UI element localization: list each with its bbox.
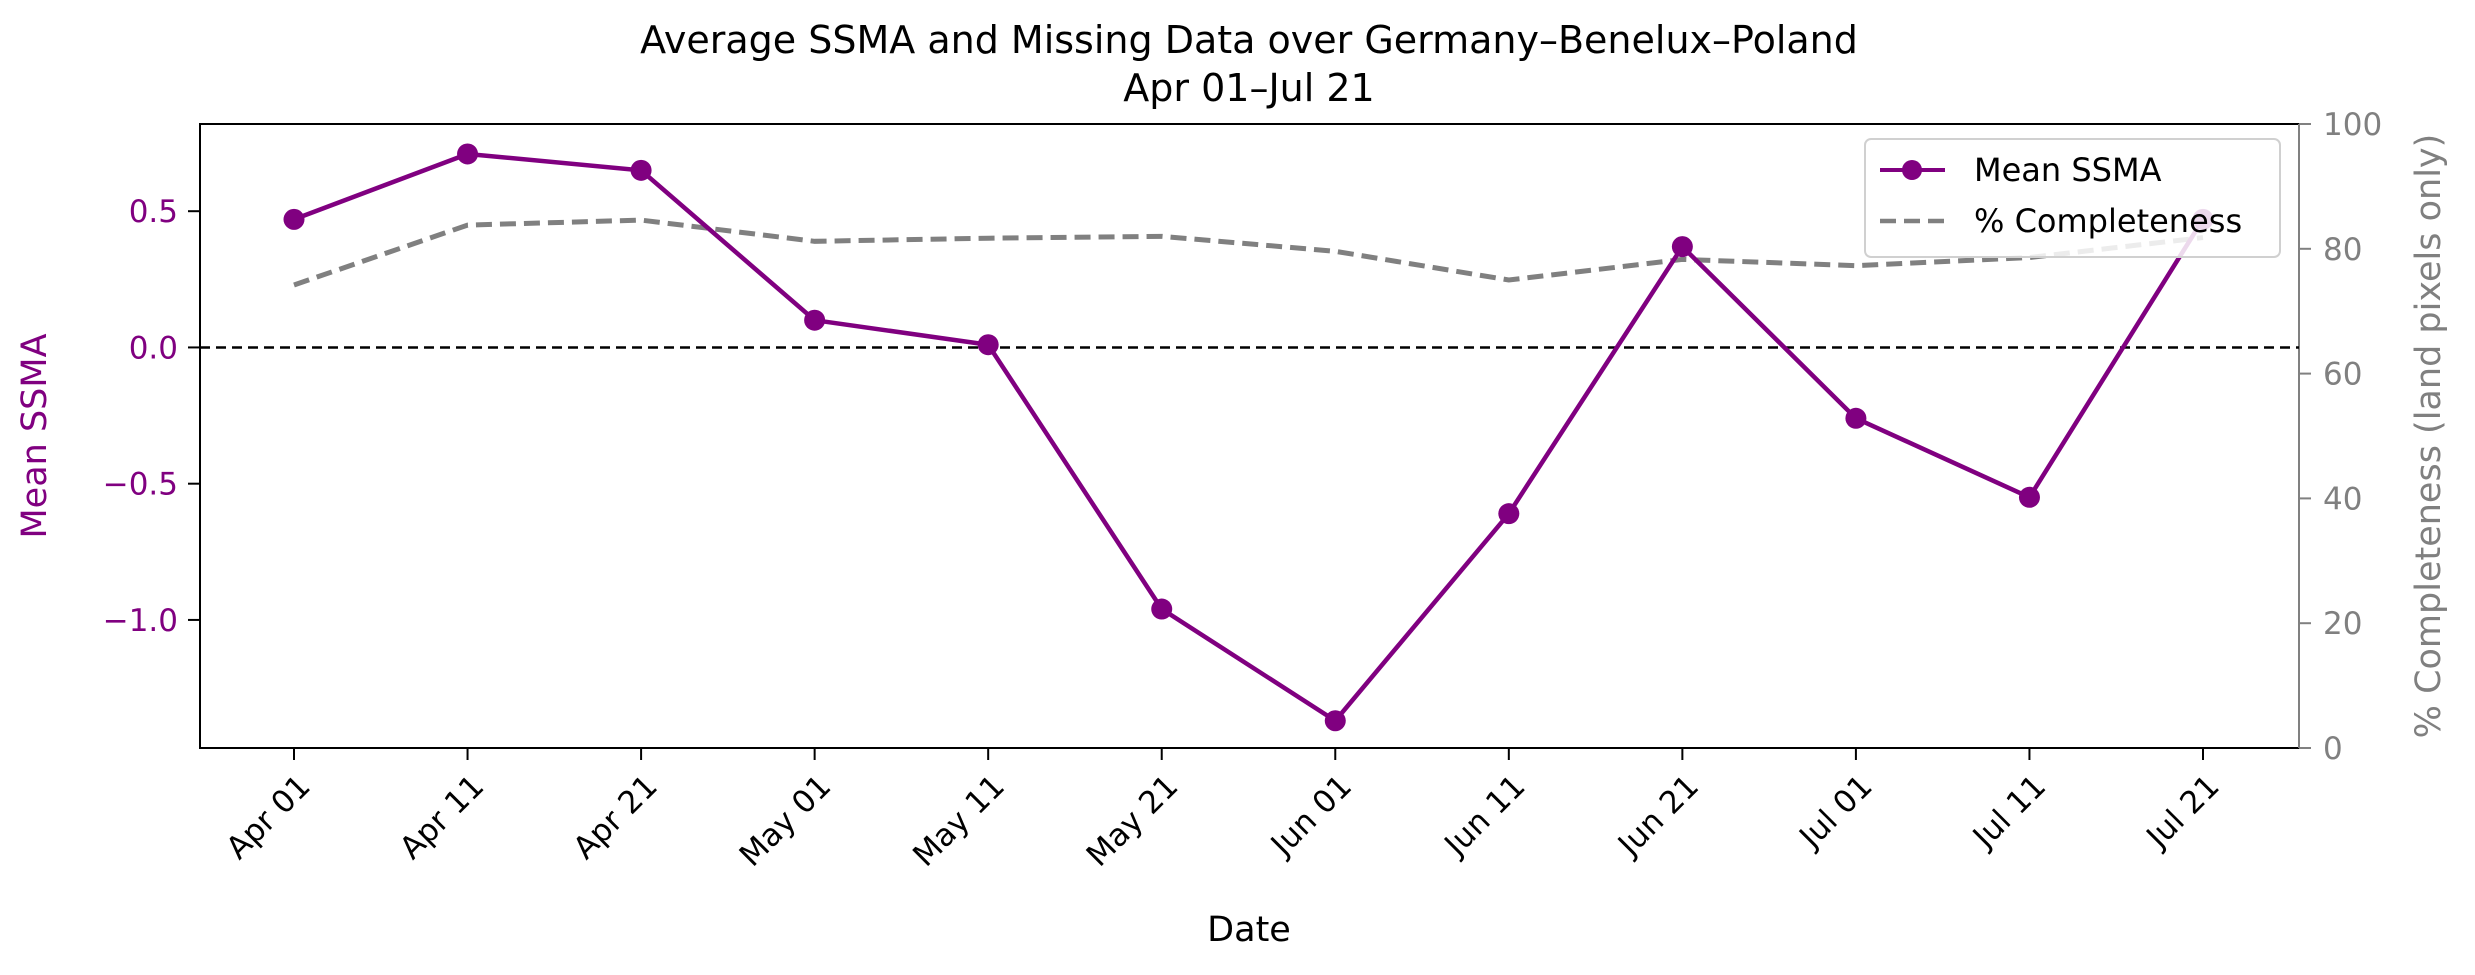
x-tick-label: Jun 11	[1436, 768, 1532, 864]
right-tick-label: 60	[2323, 357, 2362, 393]
right-axis-title: % Completeness (land pixels only)	[2409, 134, 2449, 739]
legend-completeness-label: % Completeness	[1974, 202, 2242, 240]
ssma-point	[1324, 710, 1346, 732]
legend: Mean SSMA % Completeness	[1864, 138, 2281, 258]
ssma-point	[630, 159, 652, 181]
right-tick-label: 40	[2323, 481, 2362, 517]
legend-ssma-marker	[1902, 160, 1922, 180]
x-tick-label: Apr 01	[219, 768, 317, 866]
x-tick-label: Jun 01	[1263, 768, 1359, 864]
left-axis: 0.5 0.0 −0.5 −1.0	[103, 124, 201, 748]
ssma-point	[2018, 486, 2040, 508]
ssma-point	[1498, 503, 1520, 525]
chart-title: Average SSMA and Missing Data over Germa…	[640, 18, 1858, 62]
ssma-series-line	[293, 151, 2205, 724]
ssma-point	[457, 143, 479, 165]
x-tick-label: Jun 21	[1610, 768, 1706, 864]
right-axis: 0 20 40 60 80 100	[2298, 107, 2382, 767]
x-tick-label: Jul 11	[1965, 768, 2053, 856]
legend-ssma-label: Mean SSMA	[1974, 151, 2162, 189]
chart-subtitle: Apr 01–Jul 21	[1123, 66, 1374, 110]
left-tick-label: −0.5	[103, 467, 178, 503]
right-tick-label: 100	[2323, 107, 2382, 143]
ssma-point	[1845, 407, 1867, 429]
legend-box	[1864, 138, 2281, 258]
left-axis-title: Mean SSMA	[15, 333, 55, 538]
completeness-series-line	[293, 217, 2204, 288]
left-tick-label: −1.0	[103, 603, 178, 639]
x-tick-label: Apr 21	[567, 768, 665, 866]
ssma-point	[804, 309, 826, 331]
x-tick-label: May 01	[733, 768, 839, 874]
right-tick-label: 20	[2323, 606, 2362, 642]
ssma-point	[1151, 598, 1173, 620]
right-tick-label: 0	[2323, 731, 2343, 767]
x-tick-label: Jul 01	[1791, 768, 1879, 856]
ssma-point	[283, 208, 305, 230]
ssma-point	[1671, 236, 1693, 258]
left-tick-label: 0.0	[129, 330, 178, 366]
ssma-point	[977, 334, 999, 356]
x-tick-label: May 11	[906, 768, 1012, 874]
left-tick-label: 0.5	[129, 194, 178, 230]
right-tick-label: 80	[2323, 232, 2362, 268]
x-tick-label: Jul 21	[2138, 768, 2226, 856]
x-axis-title: Date	[1207, 910, 1291, 950]
x-tick-label: Apr 11	[393, 768, 491, 866]
x-axis: Apr 01 Apr 11 Apr 21 May 01 May 11 May 21 Jun …	[219, 748, 2227, 874]
x-tick-label: May 21	[1080, 768, 1186, 874]
